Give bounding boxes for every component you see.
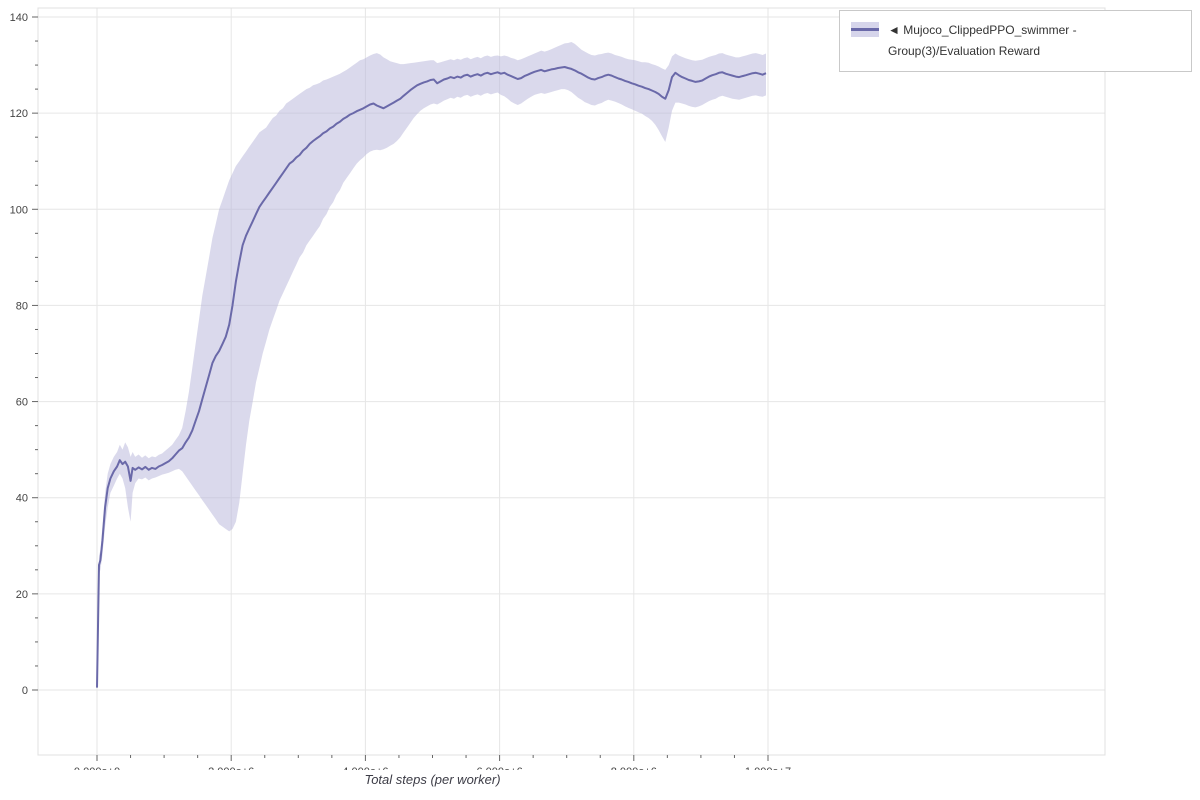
x-tick-label: 1.000e+7 — [745, 766, 791, 770]
plot-frame — [37, 7, 1106, 756]
x-tick-label: 8.000e+6 — [611, 766, 657, 770]
legend-swatch-icon — [851, 22, 879, 37]
x-axis-title: Total steps (per worker) — [364, 772, 501, 787]
y-tick-label: 40 — [16, 493, 28, 505]
y-axis: 0 20 40 60 80 100 120 140 — [10, 12, 38, 697]
x-tick-label: 4.000e+6 — [342, 766, 388, 770]
y-tick-label: 80 — [16, 300, 28, 312]
x-axis: 0.000e+0 2.000e+6 4.000e+6 6.000e+6 8.000e+6… — [74, 755, 791, 770]
y-tick-label: 100 — [10, 204, 28, 216]
mean-reward-line — [96, 66, 767, 688]
x-tick-label: 2.000e+6 — [208, 766, 254, 770]
legend-line-icon — [851, 28, 879, 31]
y-tick-label: 20 — [16, 589, 28, 601]
y-tick-label: 60 — [16, 397, 28, 409]
y-tick-label: 120 — [10, 108, 28, 120]
x-tick-label: 0.000e+0 — [74, 766, 120, 770]
legend-item[interactable]: ◄ Mujoco_ClippedPPO_swimmer - Group(3)/E… — [839, 10, 1192, 72]
y-tick-label: 140 — [10, 12, 28, 24]
legend-label: ◄ Mujoco_ClippedPPO_swimmer - Group(3)/E… — [888, 23, 1077, 58]
uncertainty-band — [97, 42, 766, 689]
x-tick-label: 6.000e+6 — [477, 766, 523, 770]
plot-svg: 0.000e+0 2.000e+6 4.000e+6 6.000e+6 8.000e+6… — [10, 7, 1106, 770]
y-tick-label: 0 — [22, 685, 28, 697]
